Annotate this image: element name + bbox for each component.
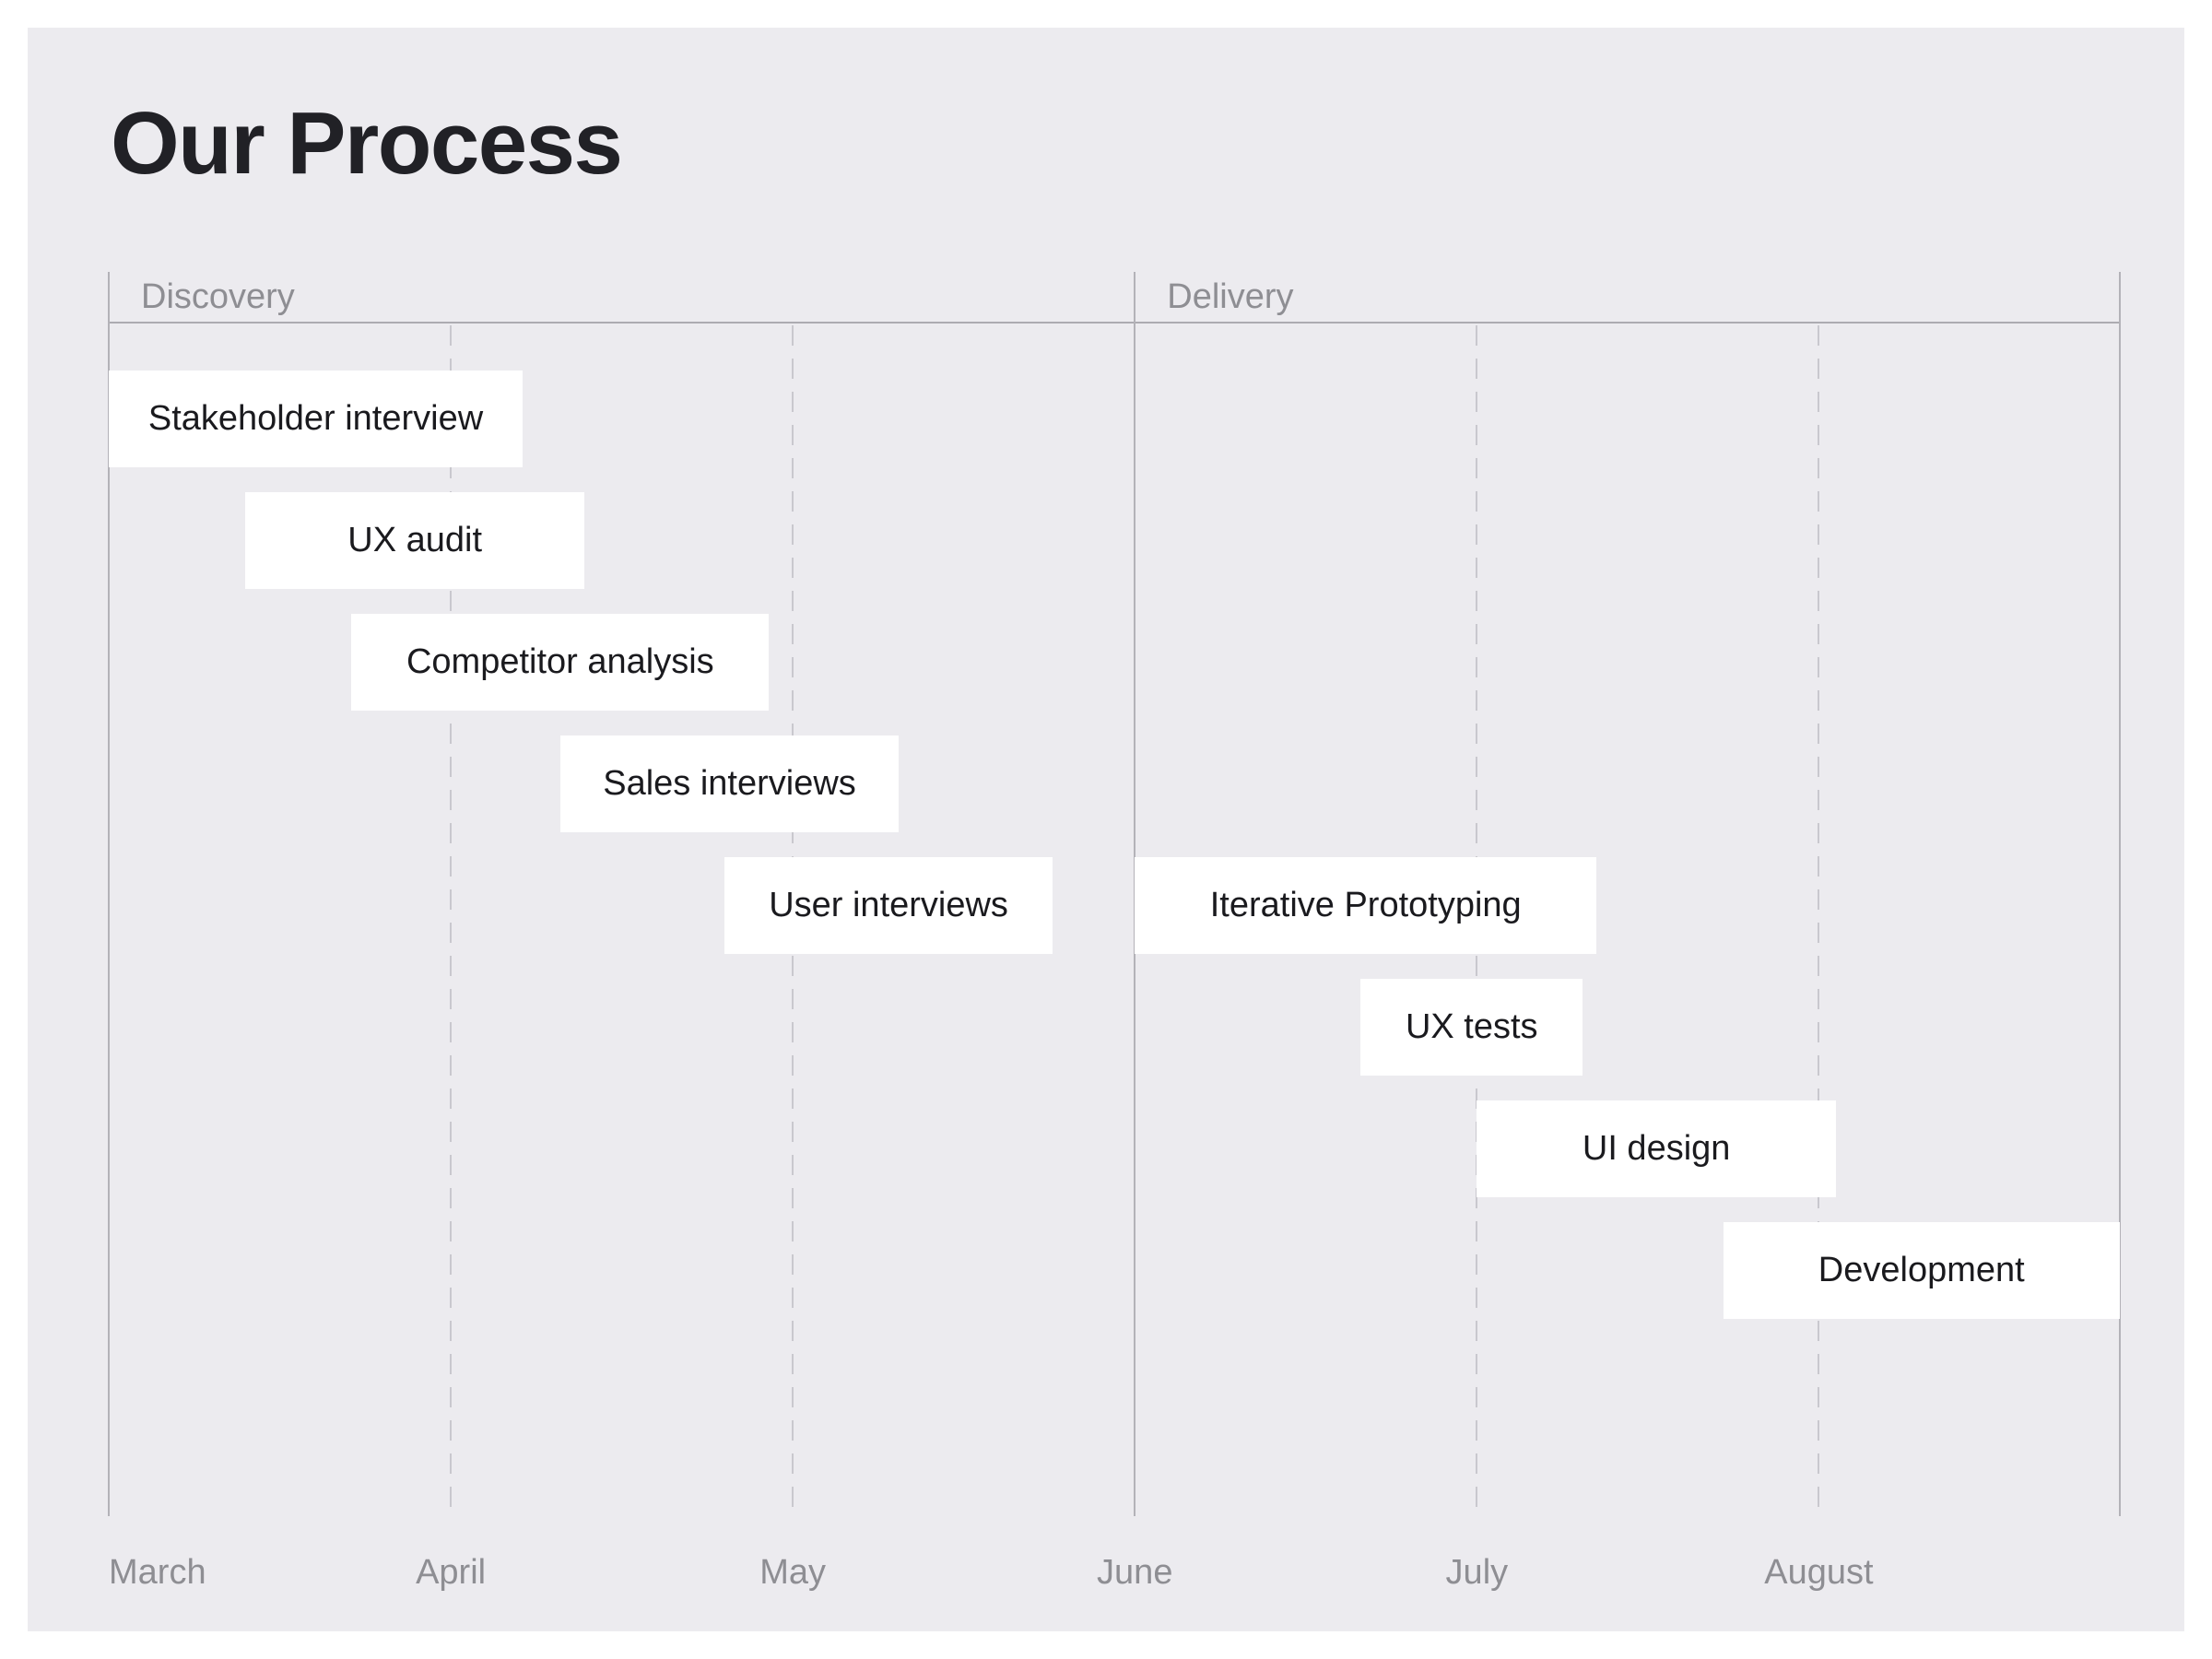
task-bar-sales-interviews: Sales interviews bbox=[559, 735, 900, 832]
task-bar-label: UX tests bbox=[1405, 1007, 1538, 1046]
task-bar-label: Competitor analysis bbox=[406, 642, 714, 681]
task-bar-label: Iterative Prototyping bbox=[1209, 886, 1522, 924]
month-label-june: June bbox=[1097, 1553, 1173, 1592]
phase-label-delivery: Delivery bbox=[1167, 277, 1294, 316]
task-bar-label: Stakeholder interview bbox=[147, 399, 484, 438]
header-divider-line bbox=[109, 322, 2120, 324]
task-bar-label: UI design bbox=[1582, 1129, 1731, 1168]
page-title: Our Process bbox=[111, 94, 623, 193]
month-gridline bbox=[1818, 325, 1820, 1516]
task-bar-ux-tests: UX tests bbox=[1360, 979, 1583, 1076]
task-bar-label: Sales interviews bbox=[603, 764, 856, 803]
task-bar-label: Development bbox=[1818, 1251, 2025, 1289]
task-bar-stakeholder-interview: Stakeholder interview bbox=[109, 371, 523, 467]
task-bar-label: User interviews bbox=[769, 886, 1008, 924]
task-bar-iterative-prototyping: Iterative Prototyping bbox=[1135, 857, 1597, 954]
month-label-april: April bbox=[416, 1553, 487, 1592]
phase-label-discovery: Discovery bbox=[141, 277, 295, 316]
canvas-panel: Our Process Discovery Delivery March April M… bbox=[28, 28, 2184, 1631]
section-divider-line bbox=[108, 272, 110, 1516]
task-bar-competitor-analysis: Competitor analysis bbox=[351, 614, 770, 711]
task-bar-label: UX audit bbox=[347, 521, 482, 559]
task-bar-ui-design: UI design bbox=[1477, 1100, 1836, 1197]
task-bar-ux-audit: UX audit bbox=[245, 492, 584, 589]
month-label-august: August bbox=[1764, 1553, 1874, 1592]
month-label-july: July bbox=[1445, 1553, 1509, 1592]
task-bar-user-interviews: User interviews bbox=[724, 857, 1053, 954]
section-divider-line bbox=[2119, 272, 2121, 1516]
gantt-chart: Discovery Delivery March April May June July Au… bbox=[108, 272, 2121, 1592]
month-gridline bbox=[450, 325, 453, 1516]
task-bar-development: Development bbox=[1723, 1222, 2120, 1319]
month-label-march: March bbox=[109, 1553, 206, 1592]
month-label-may: May bbox=[759, 1553, 827, 1592]
